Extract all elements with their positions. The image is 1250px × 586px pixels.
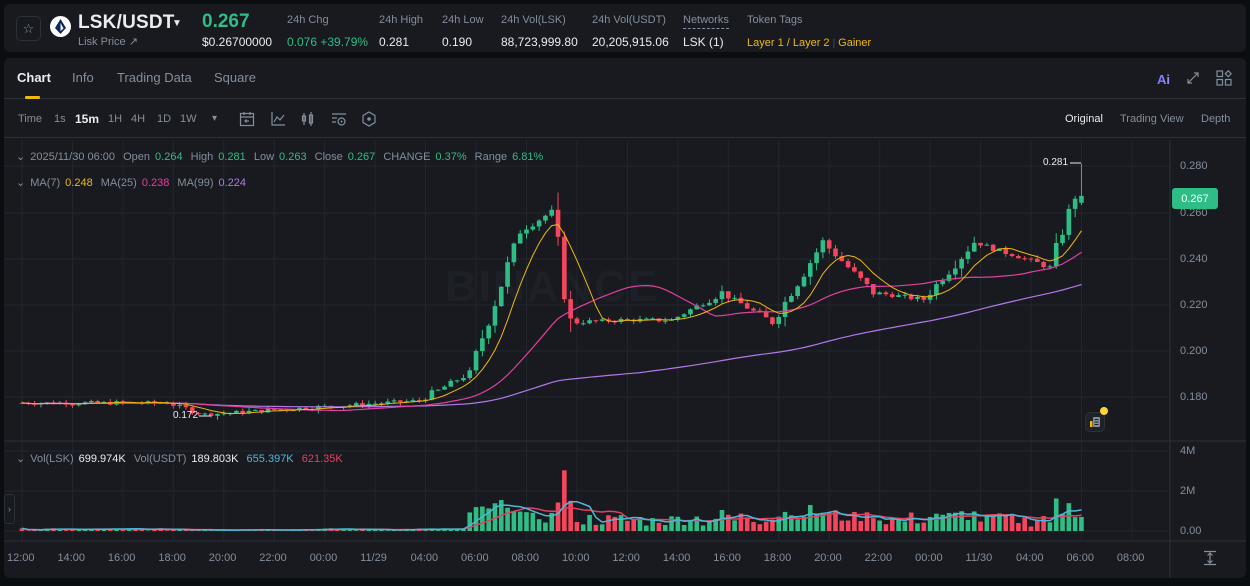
chart-toolbar: Time 1s 15m 1H 4H 1D 1W ▾ Original Tradi…: [4, 100, 1246, 138]
view-trading-view[interactable]: Trading View: [1120, 113, 1184, 125]
high-marker-label: 0.281: [1043, 157, 1069, 168]
collapse-chevron-icon[interactable]: ⌄: [16, 453, 26, 465]
price-axis-label: 0.240: [1180, 253, 1208, 265]
price-axis-label: 0.260: [1180, 207, 1208, 219]
interval-4h[interactable]: 4H: [131, 113, 146, 125]
interval-1h[interactable]: 1H: [108, 113, 123, 125]
current-price-tag: 0.267: [1172, 188, 1218, 209]
tab-trading-data[interactable]: Trading Data: [117, 70, 192, 85]
chevron-right-icon: ›: [8, 504, 11, 514]
calendar-icon[interactable]: [238, 110, 256, 128]
last-price: 0.267: [202, 11, 250, 32]
coin-price-link[interactable]: Lisk Price ↗: [78, 36, 138, 48]
collapse-chevron-icon[interactable]: ⌄: [16, 151, 26, 163]
panel-tabs: Chart Info Trading Data Square Ai: [4, 58, 1246, 99]
tag-gainer[interactable]: Gainer: [838, 37, 872, 49]
collapse-chevron-icon[interactable]: ⌄: [16, 177, 26, 189]
indicator-icon[interactable]: [269, 110, 287, 128]
volume-axis-label: 2M: [1180, 485, 1196, 497]
chart-settings-icon[interactable]: [330, 110, 348, 128]
stat-24h-vol-lsk: 24h Vol(LSK) 88,723,999.80: [501, 14, 578, 49]
view-original[interactable]: Original: [1065, 113, 1103, 125]
active-tab-indicator: [25, 96, 40, 99]
stat-24h-change: 24h Chg 0.076 +39.79%: [287, 14, 369, 49]
volume-axis-label: 4M: [1180, 445, 1196, 457]
interval-dropdown-icon[interactable]: ▾: [212, 113, 218, 124]
tab-info[interactable]: Info: [72, 70, 94, 85]
price-axis-label: 0.220: [1180, 299, 1208, 311]
ai-icon[interactable]: Ai: [1157, 72, 1170, 87]
stat-24h-high: 24h High 0.281: [379, 14, 424, 49]
stat-24h-low: 24h Low 0.190: [442, 14, 484, 49]
interval-1s[interactable]: 1s: [54, 113, 66, 125]
hexagon-settings-icon[interactable]: [360, 110, 378, 128]
news-icon: [1090, 417, 1100, 427]
token-tags: Token Tags Layer 1 / Layer 2 | Gainer: [747, 14, 872, 49]
interval-1d[interactable]: 1D: [157, 113, 172, 125]
time-label: Time: [18, 113, 43, 125]
volume-axis-label: 0.00: [1180, 525, 1202, 537]
pair-name[interactable]: LSK/USDT: [78, 12, 175, 33]
star-icon: ☆: [22, 20, 35, 36]
stat-networks[interactable]: Networks LSK (1): [683, 14, 729, 49]
expand-sidebar-handle[interactable]: ›: [4, 494, 15, 524]
ma-legend: ⌄ MA(7) 0.248 MA(25) 0.238 MA(99) 0.224: [16, 177, 247, 189]
pair-dropdown-icon[interactable]: ▼: [172, 18, 182, 29]
ticker-header: ☆ LSK/USDT ▼ Lisk Price ↗ 0.267 $0.26700…: [4, 4, 1246, 52]
usd-price: $0.26700000: [202, 35, 273, 49]
tab-square[interactable]: Square: [214, 70, 256, 85]
lisk-logo-icon: [50, 16, 71, 37]
favorite-button[interactable]: ☆: [16, 16, 41, 41]
candle-type-icon[interactable]: [299, 110, 317, 128]
widgets-icon[interactable]: [1216, 69, 1233, 89]
price-axis-label: 0.200: [1180, 345, 1208, 357]
volume-legend: ⌄ Vol(LSK) 699.974K Vol(USDT) 189.803K 655.…: [16, 453, 343, 465]
low-marker-label: 0.172: [173, 410, 199, 421]
binance-watermark: BINANCE: [445, 262, 660, 311]
interval-1w[interactable]: 1W: [180, 113, 197, 125]
tab-chart[interactable]: Chart: [17, 70, 51, 85]
view-depth[interactable]: Depth: [1201, 113, 1231, 125]
price-axis-label: 0.280: [1180, 160, 1208, 172]
interval-15m[interactable]: 15m: [75, 112, 100, 126]
news-button[interactable]: [1085, 412, 1105, 432]
notification-dot: [1100, 407, 1108, 415]
auto-scale-icon[interactable]: [1202, 550, 1218, 566]
price-axis-label: 0.180: [1180, 391, 1208, 403]
ohlc-legend: ⌄ 2025/11/30 06:00 Open 0.264 High 0.281 Lo…: [16, 151, 544, 163]
expand-icon[interactable]: [1186, 71, 1200, 88]
stat-24h-vol-usdt: 24h Vol(USDT) 20,205,915.06: [592, 14, 669, 49]
tag-layer[interactable]: Layer 1 / Layer 2: [747, 37, 830, 49]
